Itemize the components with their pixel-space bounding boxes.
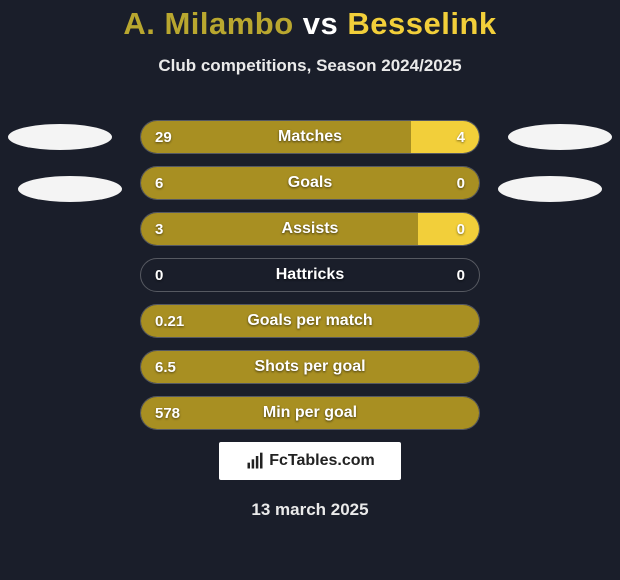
value-left: 578 bbox=[155, 397, 180, 429]
player2-photo-placeholder-top bbox=[508, 124, 612, 150]
value-left: 3 bbox=[155, 213, 163, 245]
stat-row: 60Goals bbox=[140, 166, 480, 200]
watermark-text: FcTables.com bbox=[269, 452, 375, 470]
player1-photo-placeholder-top bbox=[8, 124, 112, 150]
value-left: 29 bbox=[155, 121, 172, 153]
comparison-title: A. Milambo vs Besselink bbox=[0, 0, 620, 42]
stat-row: 6.5Shots per goal bbox=[140, 350, 480, 384]
value-right: 0 bbox=[457, 167, 465, 199]
stat-row: 0.21Goals per match bbox=[140, 304, 480, 338]
stat-row: 578Min per goal bbox=[140, 396, 480, 430]
value-left: 0 bbox=[155, 259, 163, 291]
player1-name: A. Milambo bbox=[123, 6, 293, 41]
snapshot-date: 13 march 2025 bbox=[0, 500, 620, 520]
bar-right bbox=[418, 213, 479, 245]
value-left: 6.5 bbox=[155, 351, 176, 383]
player2-name: Besselink bbox=[347, 6, 496, 41]
stat-rows-container: 294Matches60Goals30Assists00Hattricks0.2… bbox=[140, 120, 480, 442]
bar-right bbox=[411, 121, 479, 153]
bar-left bbox=[141, 351, 479, 383]
player1-photo-placeholder-bottom bbox=[18, 176, 122, 202]
bar-left bbox=[141, 121, 411, 153]
stat-row: 0 0Hattricks bbox=[140, 258, 480, 292]
bar-left bbox=[141, 397, 479, 429]
value-right: 0 bbox=[457, 213, 465, 245]
subtitle: Club competitions, Season 2024/2025 bbox=[0, 56, 620, 76]
value-right: 0 bbox=[457, 259, 465, 291]
value-right: 4 bbox=[457, 121, 465, 153]
vs-label: vs bbox=[303, 6, 338, 41]
bar-left bbox=[141, 167, 479, 199]
bar-chart-icon bbox=[245, 451, 265, 471]
bar-left bbox=[141, 305, 479, 337]
stat-label: Hattricks bbox=[141, 259, 479, 291]
value-left: 0.21 bbox=[155, 305, 184, 337]
value-left: 6 bbox=[155, 167, 163, 199]
bar-left bbox=[141, 213, 418, 245]
watermark-badge: FcTables.com bbox=[219, 442, 401, 480]
player2-photo-placeholder-bottom bbox=[498, 176, 602, 202]
stat-row: 30Assists bbox=[140, 212, 480, 246]
stat-row: 294Matches bbox=[140, 120, 480, 154]
